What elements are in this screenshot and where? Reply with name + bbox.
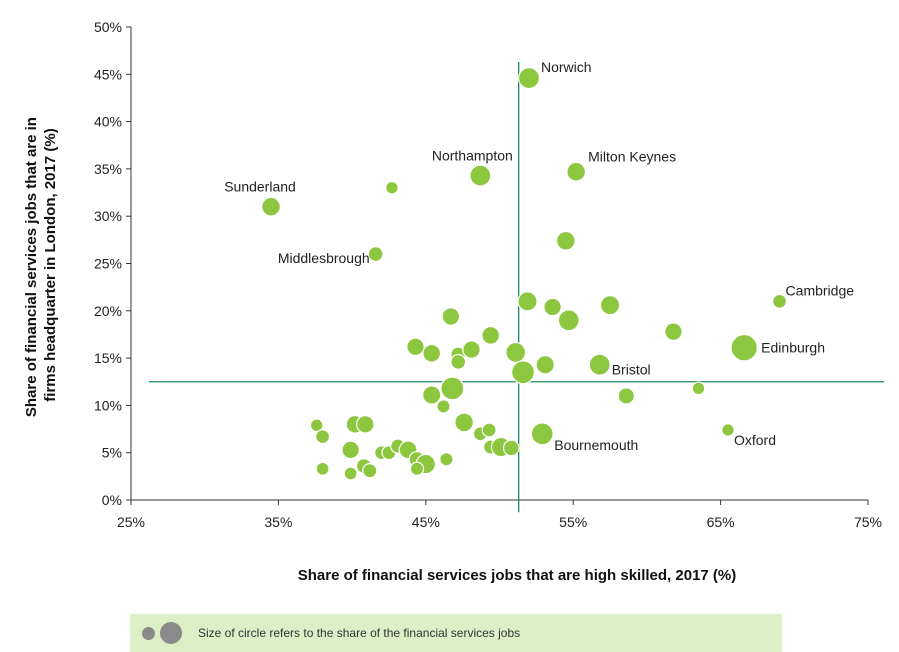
point-label-milton-keynes: Milton Keynes xyxy=(588,149,676,165)
bubble-northampton xyxy=(469,164,492,187)
bubble-edinburgh xyxy=(730,333,758,362)
point-label-edinburgh: Edinburgh xyxy=(761,340,825,356)
bubble xyxy=(450,353,467,370)
point-label-bristol: Bristol xyxy=(612,362,651,378)
bubble xyxy=(422,385,442,405)
x-tick-label: 75% xyxy=(854,514,882,530)
bubble xyxy=(341,440,360,460)
bubble xyxy=(440,376,465,401)
point-labels: Norwich Northampton Milton Keynes Sunderlan… xyxy=(224,59,854,453)
point-label-sunderland: Sunderland xyxy=(224,179,296,195)
bubble xyxy=(362,463,378,479)
bubble xyxy=(517,291,538,312)
bubble xyxy=(309,418,324,433)
bubble xyxy=(535,355,555,375)
y-tick-label: 20% xyxy=(94,303,122,319)
bubble-milton-keynes xyxy=(566,161,587,182)
y-tick-label: 45% xyxy=(94,66,122,82)
bubble xyxy=(691,381,706,396)
point-label-northampton: Northampton xyxy=(432,148,513,164)
point-label-norwich: Norwich xyxy=(541,59,592,75)
bubble xyxy=(441,307,461,326)
y-tick-label: 5% xyxy=(102,445,122,461)
y-tick-label: 40% xyxy=(94,114,122,130)
bubble xyxy=(462,340,481,359)
bubble-bristol xyxy=(588,353,611,376)
bubble xyxy=(356,415,375,434)
y-tick-label: 30% xyxy=(94,208,122,224)
scatter-chart: 0% 5% 10% 15% 20% 25% 30% 35% 40% 45% 50% 25% 35% 45%… xyxy=(23,19,885,584)
bubble xyxy=(454,412,475,433)
bubble-cambridge xyxy=(772,293,788,309)
bubble xyxy=(385,180,399,195)
y-tick-label: 15% xyxy=(94,350,122,366)
bubble xyxy=(481,422,497,438)
y-tick-label: 25% xyxy=(94,256,122,272)
x-tick-label: 25% xyxy=(117,514,145,530)
legend: Size of circle refers to the share of th… xyxy=(130,614,782,652)
bubble xyxy=(409,461,425,476)
bubble xyxy=(315,461,330,476)
bubble xyxy=(315,429,331,445)
y-axis-title-line-1: Share of financial services jobs that ar… xyxy=(23,117,40,417)
bubble xyxy=(343,466,358,481)
bubble-bournemouth xyxy=(530,422,554,446)
legend-text: Size of circle refers to the share of th… xyxy=(198,626,521,640)
bubble xyxy=(439,452,454,467)
y-axis-title: Share of financial services jobs that ar… xyxy=(23,113,59,417)
bubble xyxy=(406,337,425,357)
bubble xyxy=(555,230,576,251)
point-label-middlesbrough: Middlesbrough xyxy=(278,250,370,266)
y-axis-title-line-2: firms headquarter in London, 2017 (%) xyxy=(42,128,59,401)
bubble xyxy=(664,322,683,341)
point-label-oxford: Oxford xyxy=(734,432,776,448)
x-tick-label: 65% xyxy=(707,514,735,530)
x-tick-label: 45% xyxy=(412,514,440,530)
legend-large-circle-icon xyxy=(160,622,182,644)
bubble-middlesbrough xyxy=(367,246,384,262)
bubble xyxy=(422,343,442,363)
bubble xyxy=(543,297,562,317)
bubble xyxy=(599,294,621,316)
bubble xyxy=(436,399,451,414)
bubble-oxford xyxy=(721,423,735,437)
x-tick-label: 55% xyxy=(559,514,587,530)
bubble xyxy=(557,309,580,332)
bubble-norwich xyxy=(517,67,540,90)
point-label-bournemouth: Bournemouth xyxy=(554,437,638,453)
bubble-sunderland xyxy=(261,196,281,217)
y-tick-label: 35% xyxy=(94,161,122,177)
bubble xyxy=(511,360,536,385)
bubble xyxy=(481,325,501,345)
x-tick-label: 35% xyxy=(264,514,292,530)
bubble xyxy=(617,387,635,405)
bubble xyxy=(502,439,520,457)
axes: 0% 5% 10% 15% 20% 25% 30% 35% 40% 45% 50% 25% 35% 45%… xyxy=(94,19,882,530)
legend-small-circle-icon xyxy=(142,626,155,640)
y-tick-label: 50% xyxy=(94,19,122,35)
x-axis-title: Share of financial services jobs that ar… xyxy=(298,567,737,584)
y-tick-label: 10% xyxy=(94,397,122,413)
bubbles xyxy=(261,67,788,481)
y-tick-label: 0% xyxy=(102,492,122,508)
point-label-cambridge: Cambridge xyxy=(786,282,855,298)
bubble xyxy=(505,341,527,363)
